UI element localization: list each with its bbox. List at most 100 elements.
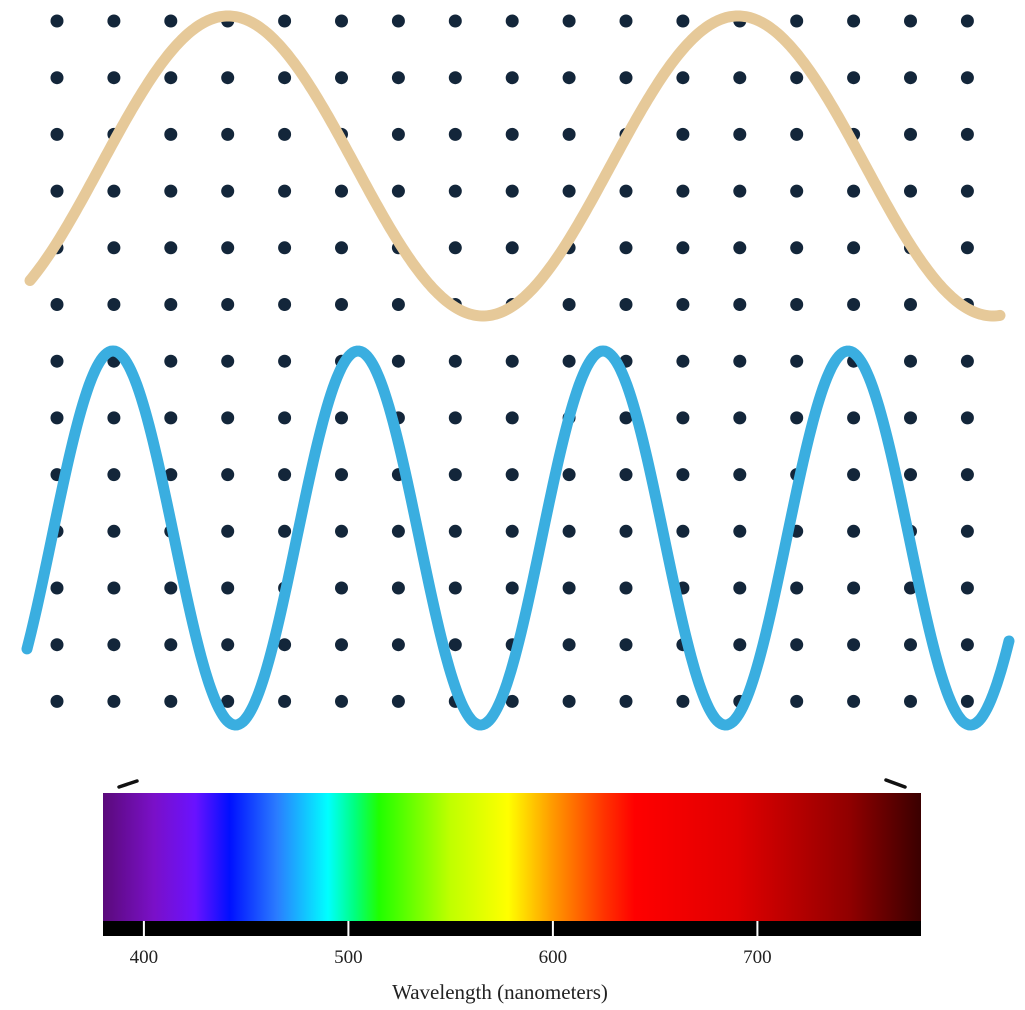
dot-grid [50,14,974,708]
grid-dot [676,184,690,198]
grid-dot [107,71,121,85]
grid-dot [676,694,690,708]
grid-dot [164,71,178,85]
grid-dot [960,411,974,425]
grid-dot [335,694,348,708]
grid-dot [733,127,747,141]
grid-dot [847,14,861,28]
grid-dot [448,638,462,652]
spectrum-axis-strip [103,921,921,936]
grid-dot [335,524,348,538]
grid-dot [278,354,292,368]
grid-dot [619,411,633,425]
grid-dot [391,127,405,141]
grid-dot [391,354,405,368]
grid-dot [335,581,348,595]
grid-dot [391,638,405,652]
grid-dot [904,354,917,368]
grid-dot [562,694,576,708]
grid-dot [562,524,576,538]
grid-dot [278,638,292,652]
grid-dot [391,694,405,708]
grid-dot [960,127,974,141]
grid-dot [904,638,917,652]
grid-dot [221,354,235,368]
grid-dot [847,694,861,708]
grid-dot [50,71,64,85]
grid-dot [107,241,121,255]
bracket-mark-left [117,779,139,789]
grid-dot [562,638,576,652]
grid-dot [278,524,292,538]
short-wavelength-wave [21,345,1015,731]
grid-dot [904,14,917,28]
grid-dot [733,411,747,425]
grid-dot [960,581,974,595]
grid-dot [221,694,235,708]
grid-dot [50,354,64,368]
grid-dot [904,468,917,482]
grid-dot [676,411,690,425]
grid-dot [619,581,633,595]
grid-dot [107,184,121,198]
grid-dot [391,581,405,595]
grid-dot [164,581,178,595]
grid-dot [904,127,917,141]
grid-dot [619,184,633,198]
grid-dot [278,468,292,482]
grid-dot [790,184,804,198]
grid-dot [733,524,747,538]
grid-dot [505,241,519,255]
grid-dot [960,14,974,28]
grid-dot [278,241,292,255]
grid-dot [847,411,861,425]
grid-dot [505,127,519,141]
grid-dot [448,468,462,482]
grid-dot [960,241,974,255]
grid-dot [619,694,633,708]
grid-dot [448,71,462,85]
grid-dot [790,581,804,595]
grid-dot [164,411,178,425]
grid-dot [391,298,405,311]
grid-dot [847,638,861,652]
grid-dot [847,468,861,482]
grid-dot [107,468,121,482]
grid-dot [619,524,633,538]
grid-dot [960,524,974,538]
grid-dot [335,298,348,311]
grid-dot [50,411,64,425]
grid-dot [164,298,178,311]
grid-dot [676,14,690,28]
grid-dot [448,354,462,368]
grid-dot [107,14,121,28]
grid-dot [335,638,348,652]
grid-dot [50,127,64,141]
grid-dot [221,468,235,482]
grid-dot [790,71,804,85]
grid-dot [733,298,747,311]
grid-dot [50,638,64,652]
grid-dot [847,524,861,538]
grid-dot [676,298,690,311]
visible-spectrum-bar [103,793,921,921]
grid-dot [448,524,462,538]
grid-dot [164,184,178,198]
grid-dot [164,354,178,368]
grid-dot [676,127,690,141]
grid-dot [107,694,121,708]
grid-dot [562,354,576,368]
grid-dot [904,71,917,85]
bracket-marks [117,778,907,789]
grid-dot [50,581,64,595]
grid-dot [733,581,747,595]
grid-dot [790,298,804,311]
grid-dot [619,71,633,85]
grid-dot [335,71,348,85]
grid-dot [676,354,690,368]
grid-dot [221,524,235,538]
grid-dot [676,524,690,538]
tick-label: 700 [743,947,772,968]
grid-dot [619,298,633,311]
grid-dot [278,298,292,311]
